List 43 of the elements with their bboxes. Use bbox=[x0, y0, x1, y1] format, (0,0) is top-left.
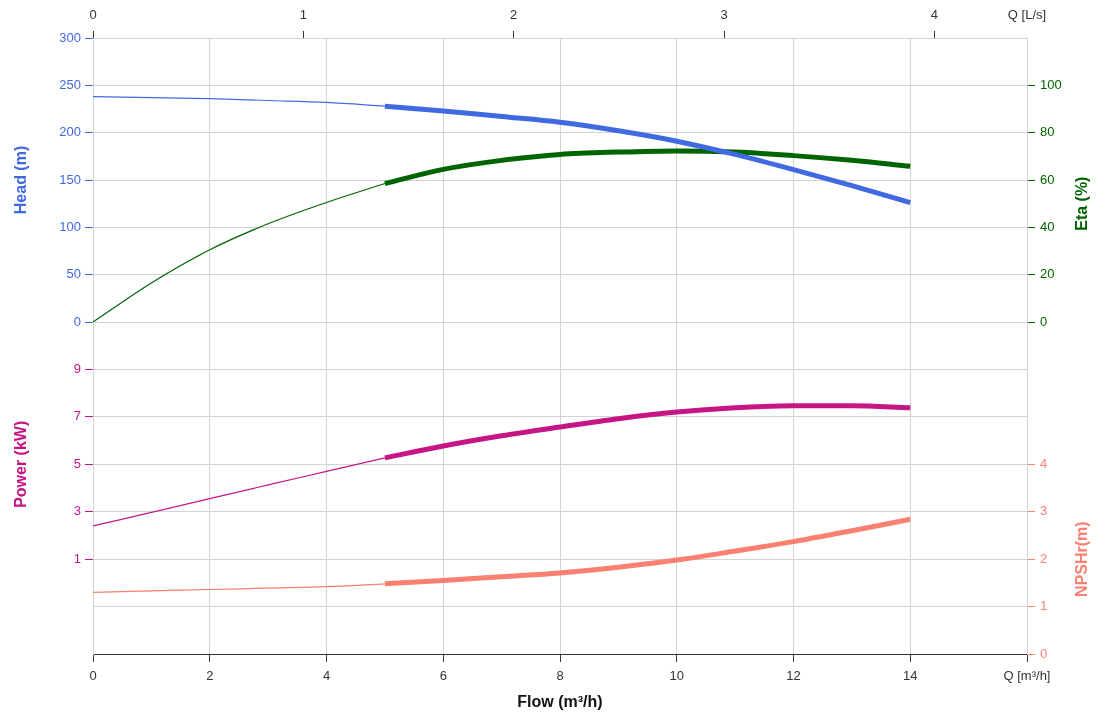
y-tick-label: 0 bbox=[73, 313, 81, 329]
x2-tick-label: 4 bbox=[930, 6, 939, 22]
y-tick-label: 100 bbox=[59, 218, 81, 234]
x-tick-label: 4 bbox=[322, 668, 331, 684]
y2-tick-label: 80 bbox=[1040, 124, 1055, 140]
x-axis-title: Flow (m³/h) bbox=[517, 693, 603, 711]
y2-tick-label: 40 bbox=[1040, 218, 1055, 234]
y2-tick-label: 3 bbox=[1040, 503, 1048, 519]
y-tick-label: 3 bbox=[73, 503, 81, 519]
y-tick-label: 5 bbox=[73, 455, 81, 471]
y2-tick-label: 0 bbox=[1040, 645, 1048, 661]
y-tick-label: 7 bbox=[73, 408, 81, 424]
x-tick-label: 14 bbox=[903, 668, 918, 684]
x-tick-label: 6 bbox=[439, 668, 447, 684]
y-axis-title: Power (kW) bbox=[12, 420, 30, 508]
y2-axis-title: NPSHr(m) bbox=[1073, 521, 1091, 597]
x2-axis-title: Q [L/s] bbox=[1007, 6, 1047, 22]
x2-tick-label: 2 bbox=[510, 6, 518, 22]
x2-tick-label: 0 bbox=[89, 6, 97, 22]
y2-tick-label: 20 bbox=[1040, 266, 1055, 282]
x2-tick-label: 3 bbox=[720, 6, 728, 22]
y2-tick-label: 2 bbox=[1040, 550, 1048, 566]
y-tick-label: 1 bbox=[73, 550, 81, 566]
y2-tick-label: 1 bbox=[1040, 598, 1048, 614]
x-tick-label: 8 bbox=[556, 668, 564, 684]
y-axis-title: Head (m) bbox=[12, 145, 30, 215]
y-tick-label: 250 bbox=[59, 76, 81, 92]
x-tick-label: 12 bbox=[786, 668, 801, 684]
x-tick-label: 2 bbox=[206, 668, 214, 684]
x-tick-label: 0 bbox=[89, 668, 97, 684]
y-tick-label: 50 bbox=[66, 266, 81, 282]
y2-tick-label: 60 bbox=[1040, 171, 1055, 187]
y-tick-label: 150 bbox=[59, 171, 81, 187]
y2-tick-label: 0 bbox=[1040, 313, 1048, 329]
y-tick-label: 300 bbox=[59, 29, 81, 45]
y-tick-label: 9 bbox=[73, 361, 81, 377]
x-tick-label: Q [m³/h] bbox=[1003, 668, 1051, 684]
y-tick-label: 200 bbox=[59, 124, 81, 140]
y2-tick-label: 4 bbox=[1040, 455, 1048, 471]
x2-tick-label: 1 bbox=[299, 6, 307, 22]
y2-tick-label: 100 bbox=[1040, 76, 1062, 92]
x-tick-label: 10 bbox=[669, 668, 684, 684]
y2-axis-title: Eta (%) bbox=[1073, 176, 1091, 231]
